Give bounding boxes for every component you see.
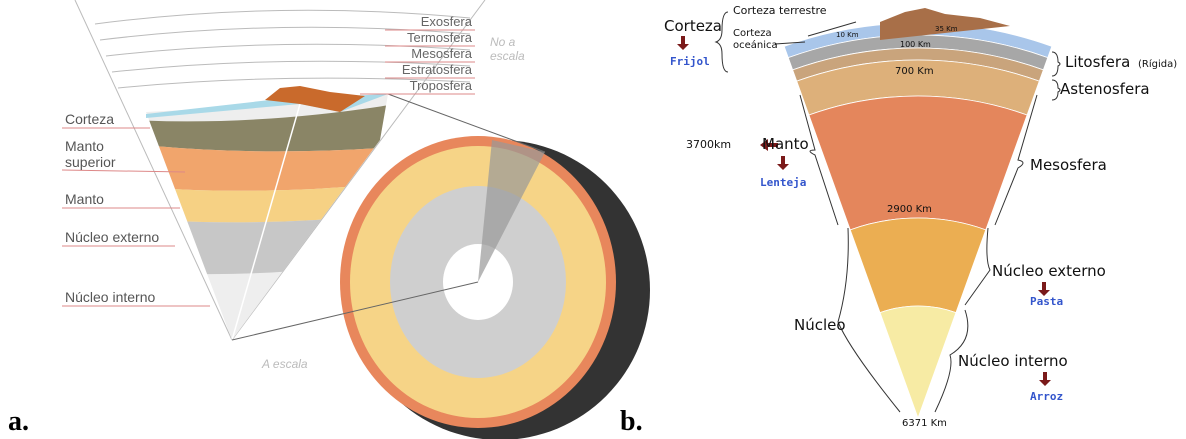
thickness-label: 3700km [686,138,731,151]
atmosphere-layer: Mesosfera [411,46,472,61]
crust-title: Corteza [664,17,722,35]
panel-label: a. [8,406,29,437]
depth-label: 6371 Km [902,418,947,429]
outer-core-layer [850,218,985,313]
depth-label: 2900 Km [887,204,932,215]
layer-name: Astenosfera [1060,80,1150,98]
atmosphere-layer: Estratosfera [402,62,473,77]
crust-label: oceánica [733,39,778,51]
layer-name: Manto [762,135,809,153]
food-label: Frijol [670,55,710,68]
depth-label: 10 Km [836,31,859,39]
scale-note: A escala [261,357,308,371]
layer-label: Corteza [65,111,114,127]
depth-label: 100 Km [900,40,931,49]
layer-label: Núcleo interno [65,289,155,305]
atmosphere-layer: Exosfera [421,14,473,29]
depth-label: 35 Km [935,25,958,33]
layer-name: Núcleo [794,316,846,334]
atmosphere-layer: Troposfera [410,78,473,93]
food-label: Arroz [1030,390,1063,403]
food-label: Lenteja [760,176,806,189]
scale-note: escala [490,49,525,63]
layer-note: (Rígida) [1138,58,1177,70]
layer-label: Manto [65,191,104,207]
layer-name: Núcleo externo [992,262,1106,280]
atmosphere-layer: Termosfera [407,30,473,45]
crust-label: Corteza [733,28,772,39]
panel-label: b. [620,406,643,437]
figure: Exosfera Termosfera Mesosfera Estratosfe… [0,0,1186,439]
scale-note: No a [490,35,516,49]
layer-name: Mesosfera [1030,156,1107,174]
food-label: Pasta [1030,295,1063,308]
layer-label: Núcleo externo [65,229,159,245]
layer-name: Litosfera [1065,53,1130,71]
layer-label: Manto [65,138,104,154]
layer-label: superior [65,154,116,170]
crust-label: Corteza terrestre [733,4,827,17]
depth-label: 700 Km [895,66,934,77]
layer-name: Núcleo interno [958,352,1068,370]
